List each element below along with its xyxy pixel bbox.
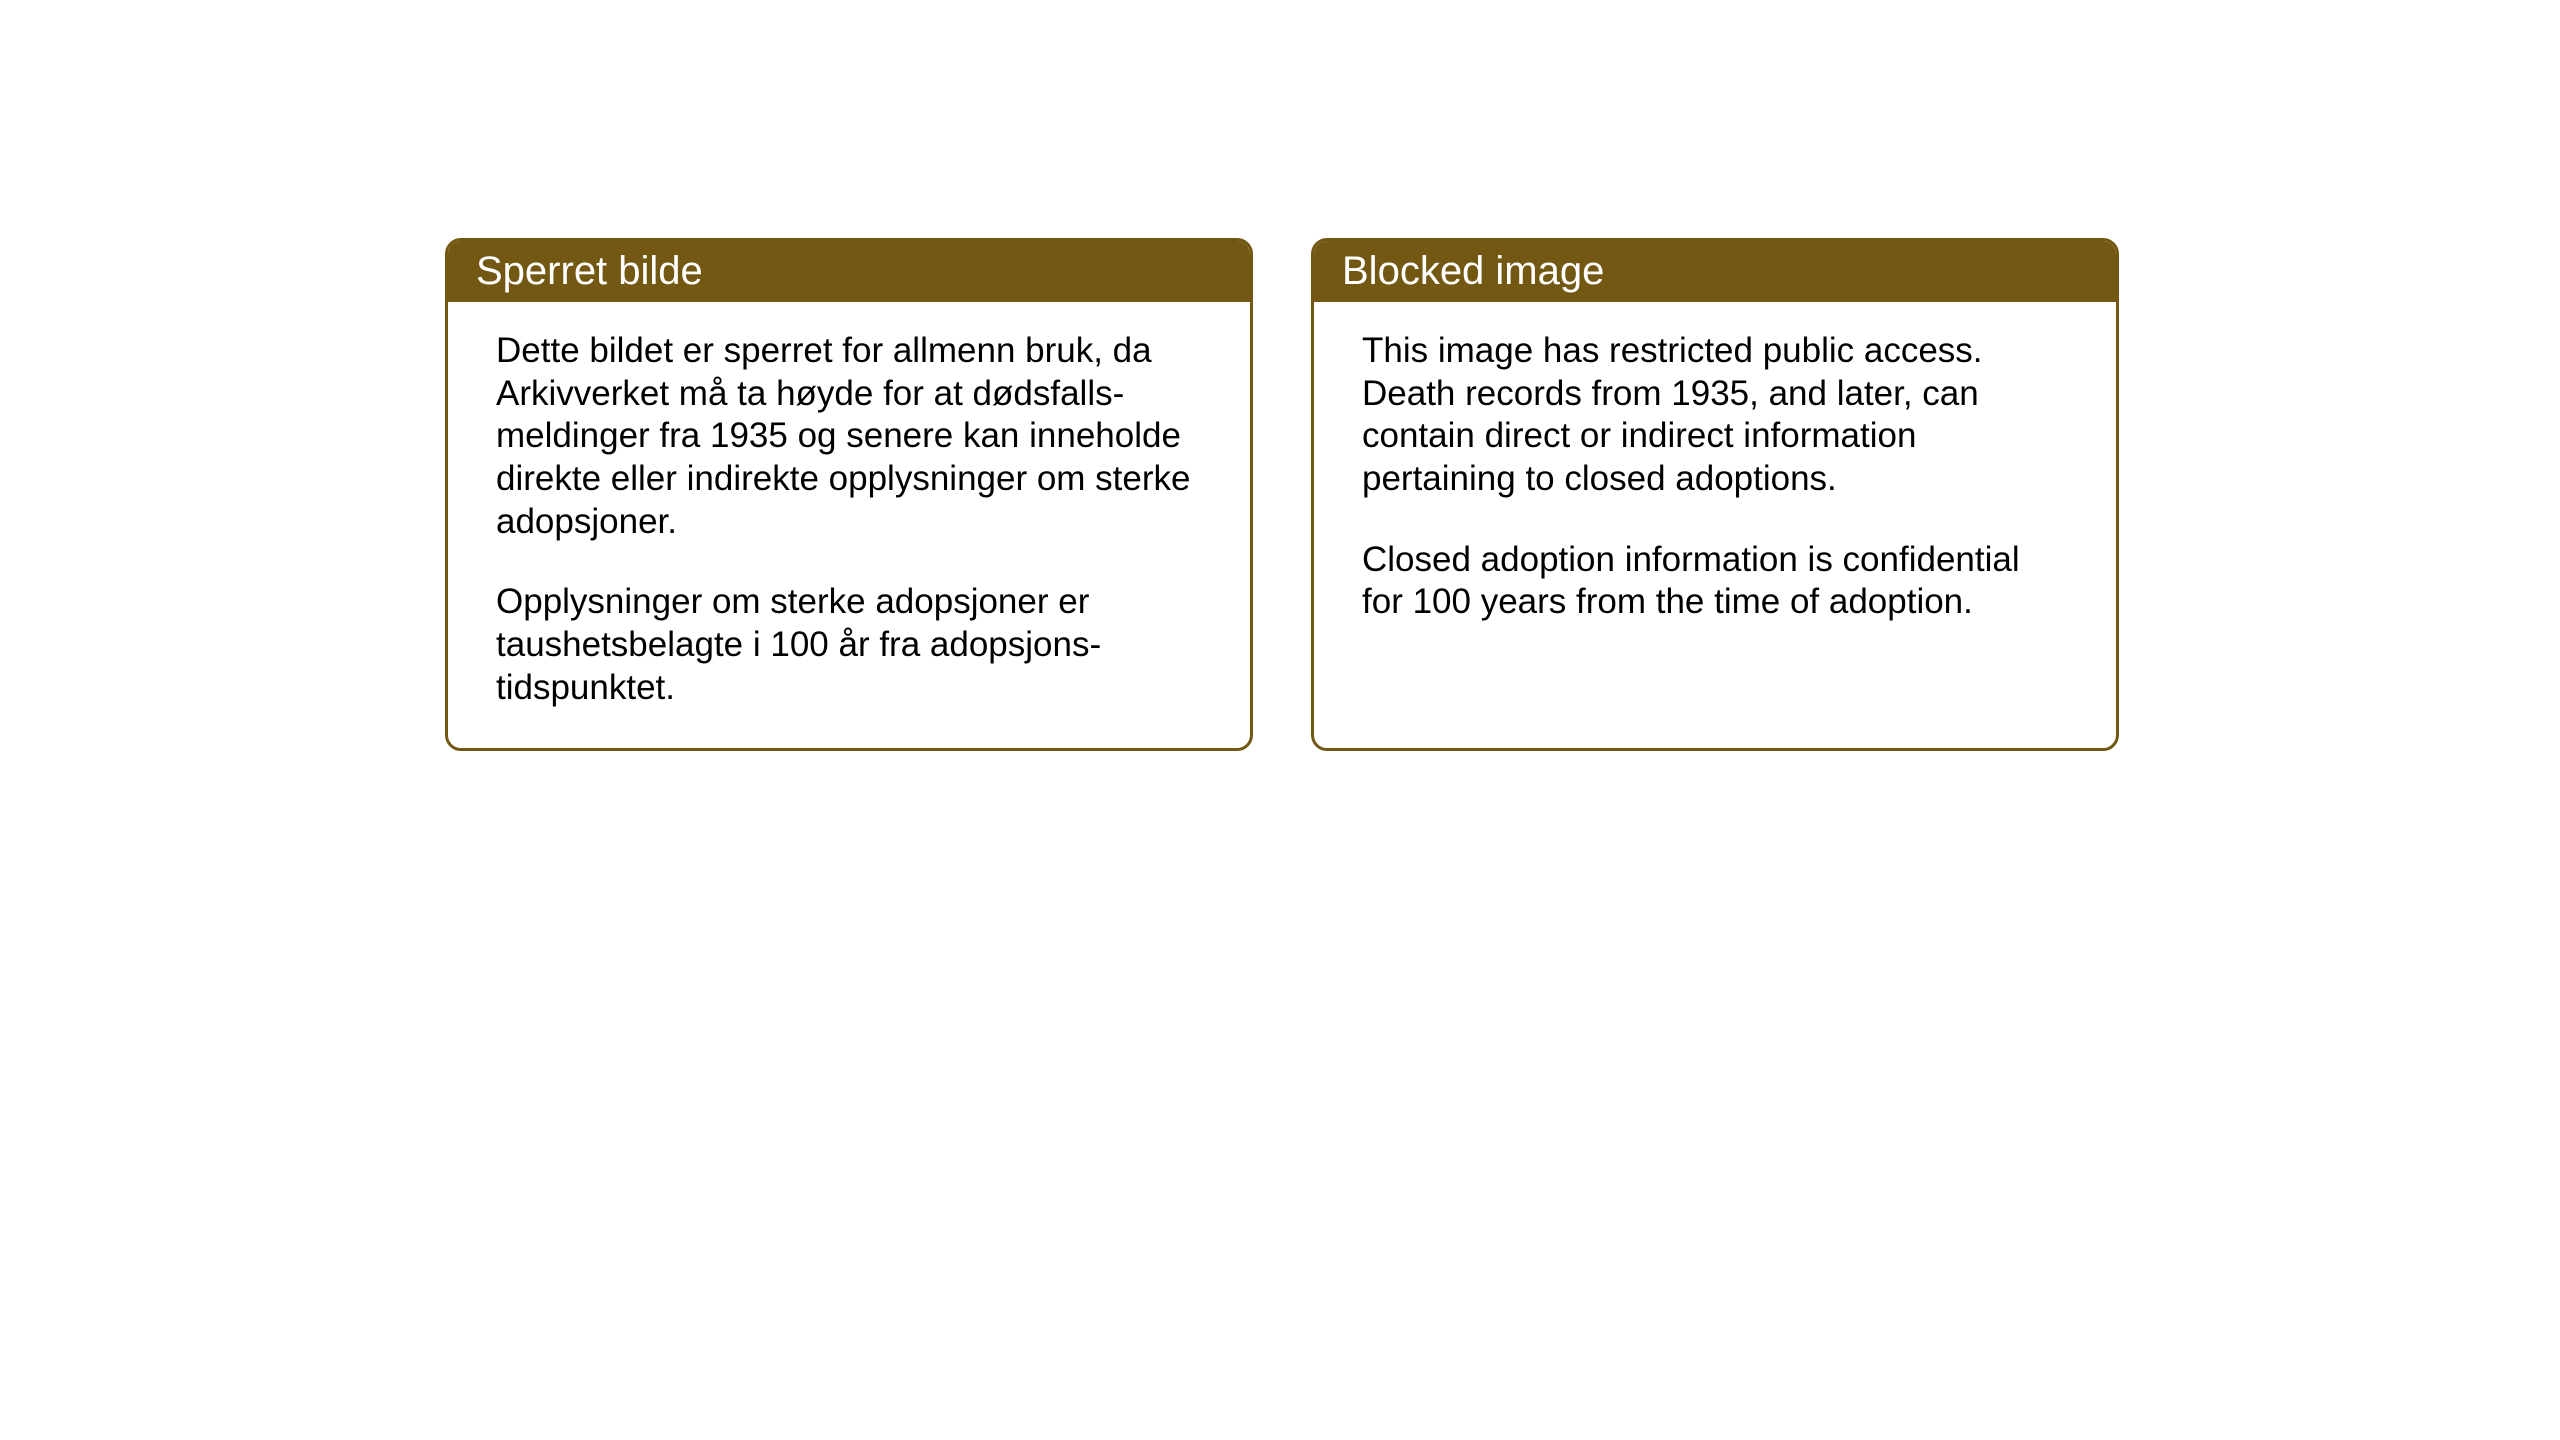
notice-container: Sperret bilde Dette bildet er sperret fo… [445, 238, 2119, 751]
norwegian-notice-body: Dette bildet er sperret for allmenn bruk… [448, 302, 1250, 748]
english-notice-box: Blocked image This image has restricted … [1311, 238, 2119, 751]
norwegian-paragraph-1: Dette bildet er sperret for allmenn bruk… [496, 330, 1202, 543]
english-notice-title: Blocked image [1314, 241, 2116, 302]
english-notice-body: This image has restricted public access.… [1314, 302, 2116, 662]
norwegian-notice-box: Sperret bilde Dette bildet er sperret fo… [445, 238, 1253, 751]
english-paragraph-2: Closed adoption information is confident… [1362, 539, 2068, 624]
english-paragraph-1: This image has restricted public access.… [1362, 330, 2068, 501]
norwegian-paragraph-2: Opplysninger om sterke adopsjoner er tau… [496, 581, 1202, 709]
norwegian-notice-title: Sperret bilde [448, 241, 1250, 302]
